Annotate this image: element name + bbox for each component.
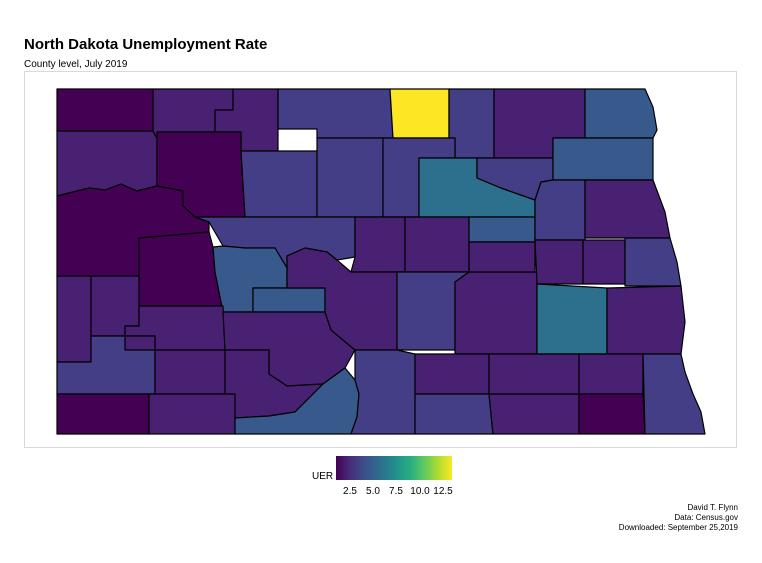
county-divide xyxy=(56,88,154,132)
county-eddy xyxy=(468,216,536,243)
county-adams xyxy=(148,393,236,435)
caption-source: Data: Census.gov xyxy=(674,513,738,522)
legend-tick-label: 5.0 xyxy=(366,486,380,497)
county-rolette xyxy=(389,88,450,139)
county-ward xyxy=(240,150,318,218)
county-golden-valley xyxy=(56,275,92,363)
north-dakota-county-map xyxy=(56,88,706,435)
county-pembina xyxy=(584,88,658,139)
county-towner xyxy=(448,88,495,159)
county-mcintosh xyxy=(414,393,494,435)
legend-tick-mark xyxy=(373,480,374,484)
county-foster xyxy=(468,241,536,273)
county-grand-forks xyxy=(584,179,671,239)
county-stutsman xyxy=(454,271,538,355)
legend-tick-label: 12.5 xyxy=(433,486,453,497)
color-legend: UER 2.5 5.0 7.5 10.0 12.5 xyxy=(308,456,468,504)
legend-tick-label: 10.0 xyxy=(410,486,430,497)
county-williams xyxy=(56,130,158,197)
chart-subtitle: County level, July 2019 xyxy=(24,59,128,70)
legend-title: UER xyxy=(312,471,334,482)
legend-tick-mark xyxy=(396,480,397,484)
county-lamoure xyxy=(488,353,580,395)
legend-tick-mark xyxy=(350,480,351,484)
county-nelson xyxy=(534,179,586,241)
county-logan xyxy=(414,353,490,395)
legend-colorbar xyxy=(336,456,452,484)
county-steele xyxy=(582,239,626,285)
legend-tick-label: 2.5 xyxy=(343,486,357,497)
legend-tick-mark xyxy=(419,480,420,484)
county-emmons xyxy=(350,349,416,435)
chart-title: North Dakota Unemployment Rate xyxy=(24,36,268,53)
county-cass xyxy=(606,285,686,355)
county-sheridan xyxy=(350,216,406,273)
county-traill xyxy=(624,237,682,287)
county-richland xyxy=(642,353,706,435)
county-oliver xyxy=(252,287,326,313)
legend-tick-label: 7.5 xyxy=(389,486,403,497)
county-walsh xyxy=(552,137,654,181)
county-dickey xyxy=(488,393,580,435)
county-bottineau xyxy=(277,88,394,139)
caption: David T. Flynn Data: Census.gov Download… xyxy=(619,503,738,533)
county-griggs xyxy=(534,239,584,285)
county-bowman xyxy=(56,393,150,435)
county-mchenry xyxy=(316,137,384,218)
county-sargent xyxy=(578,393,646,435)
county-ransom xyxy=(578,353,644,395)
map-panel xyxy=(24,71,737,448)
legend-tick-mark xyxy=(442,480,443,484)
county-wells xyxy=(404,216,470,273)
county-barnes xyxy=(536,283,608,355)
county-dunn xyxy=(138,231,224,307)
caption-author: David T. Flynn xyxy=(687,503,738,512)
caption-downloaded: Downloaded: September 25,2019 xyxy=(618,523,738,532)
